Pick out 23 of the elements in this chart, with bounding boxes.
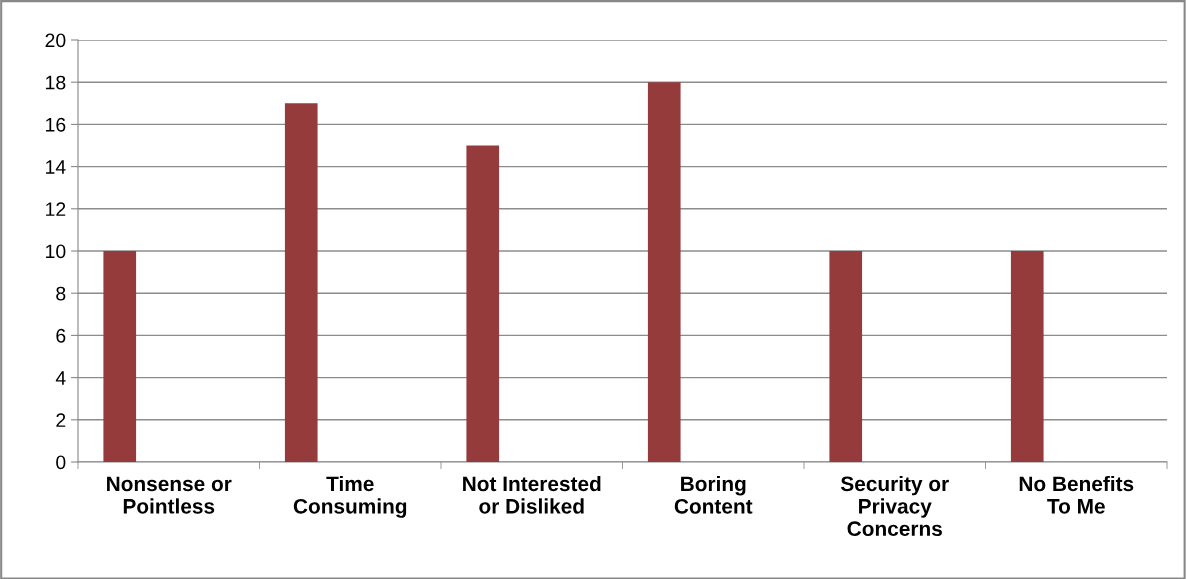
bar [284,103,318,462]
y-tick-label: 16 [46,117,66,132]
x-tick-label: No Benefits To Me [1019,475,1134,514]
y-tick-label: 0 [56,455,66,470]
y-tick-label: 12 [46,202,66,216]
x-tick-label: Nonsense or Pointless [107,476,232,514]
y-tick-label: 2 [56,413,66,427]
x-tick-label: Security or Privacy Concerns [840,475,949,537]
bar [647,82,681,462]
y-tick-label: 6 [56,328,66,343]
x-tick-label: Time Consuming [293,475,407,518]
bar [829,251,863,462]
y-tick-label: 8 [56,286,66,301]
bar [466,145,500,462]
y-tick-label: 18 [46,75,66,90]
x-tick-label: Boring Content [674,475,753,514]
y-tick-label: 14 [46,160,66,174]
bar [103,251,137,462]
y-tick-label: 10 [46,244,66,259]
x-tick-label: Not Interested or Disliked [463,475,601,514]
y-tick-label: 20 [45,33,66,48]
bar [1010,251,1044,462]
y-tick-label: 4 [55,371,66,385]
